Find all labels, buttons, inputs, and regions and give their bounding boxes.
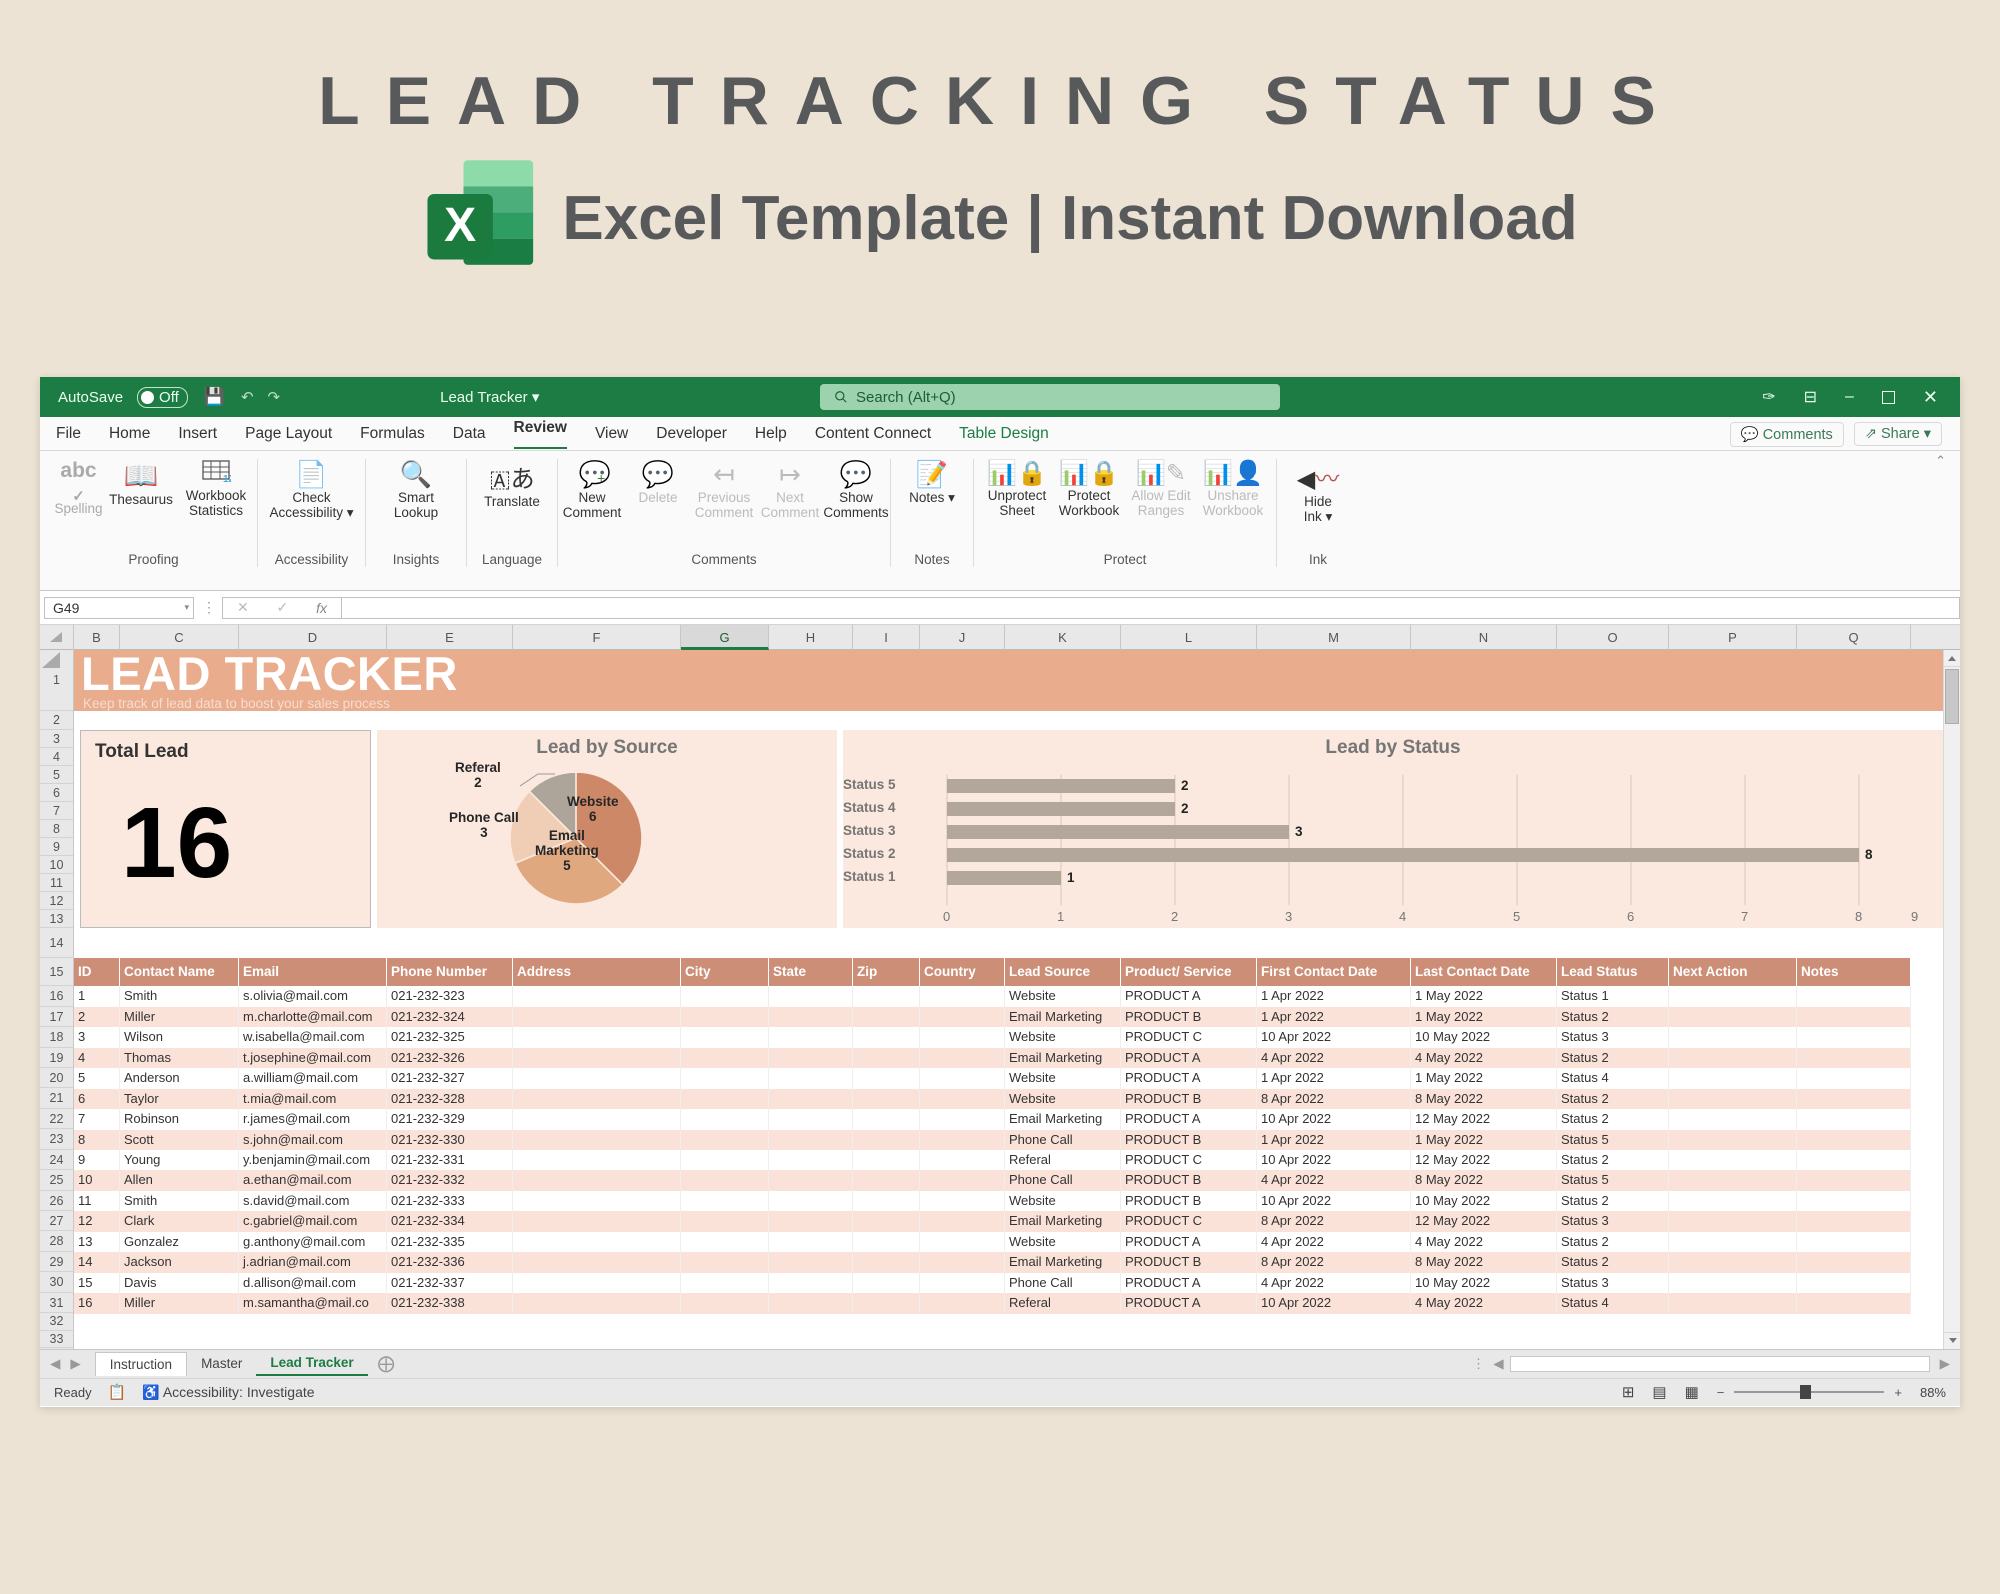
svg-text:X: X xyxy=(445,199,477,252)
svg-text:123: 123 xyxy=(223,474,231,485)
